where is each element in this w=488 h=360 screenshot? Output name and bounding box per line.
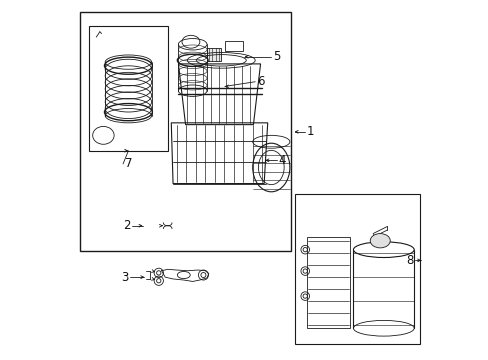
Text: 6: 6 xyxy=(256,75,264,88)
Bar xyxy=(224,41,242,51)
Bar xyxy=(80,12,290,251)
Bar xyxy=(294,194,419,344)
Ellipse shape xyxy=(369,234,389,248)
Bar xyxy=(89,26,167,152)
Text: 8: 8 xyxy=(405,254,412,267)
Text: 2: 2 xyxy=(122,219,130,232)
FancyBboxPatch shape xyxy=(206,48,221,61)
Text: 4: 4 xyxy=(278,154,285,167)
Text: 5: 5 xyxy=(272,50,280,63)
Bar xyxy=(306,237,349,328)
Text: 1: 1 xyxy=(306,125,314,138)
Text: 7: 7 xyxy=(124,157,132,170)
Text: 3: 3 xyxy=(121,271,128,284)
